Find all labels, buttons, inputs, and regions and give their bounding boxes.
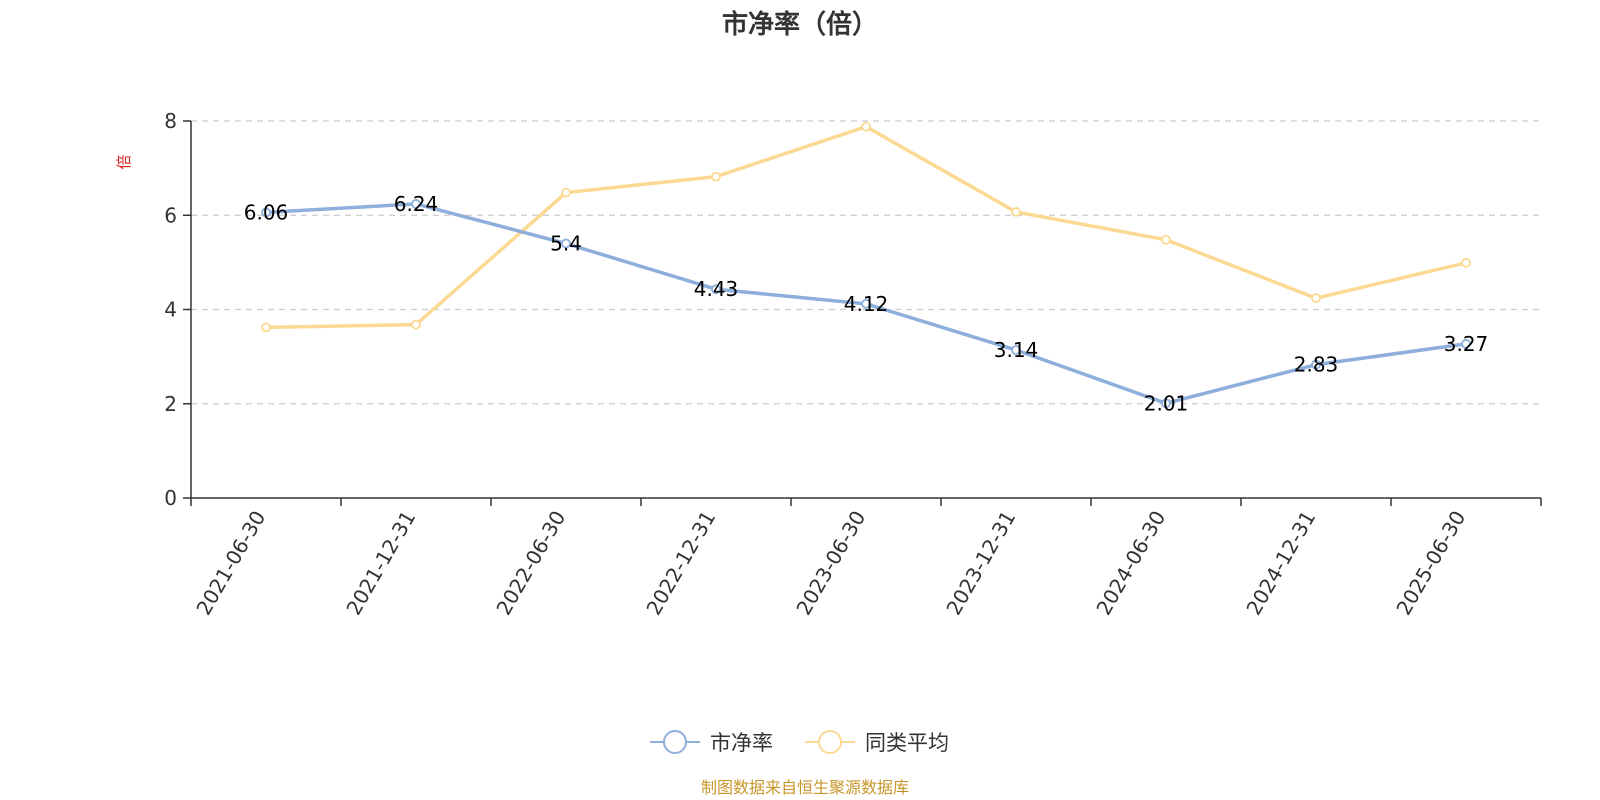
y-tick-label: 6: [164, 203, 177, 227]
legend-label: 市净率: [710, 731, 773, 755]
legend-swatch-marker: [818, 730, 842, 754]
x-tick-label: 2024-06-30: [1091, 507, 1170, 620]
data-label: 3.14: [994, 338, 1039, 362]
legend-swatch-marker: [663, 730, 687, 754]
data-point-series-2[interactable]: [1311, 293, 1321, 304]
legend-label: 同类平均: [865, 731, 949, 755]
data-point-series-1[interactable]: [261, 207, 271, 218]
data-label: 4.43: [694, 277, 739, 301]
data-label: 5.4: [550, 232, 582, 256]
data-point-series-1[interactable]: [561, 238, 571, 249]
data-point-series-1[interactable]: [861, 298, 871, 309]
x-tick-label: 2021-12-31: [341, 507, 420, 620]
data-label: 3.27: [1444, 332, 1489, 356]
series-layer: [261, 121, 1471, 409]
data-point-series-2[interactable]: [861, 121, 871, 132]
data-label: 6.06: [244, 200, 289, 224]
data-point-series-2[interactable]: [561, 187, 571, 198]
legend-item-1[interactable]: 市净率: [650, 730, 773, 755]
data-point-series-1[interactable]: [1161, 398, 1171, 409]
x-tick-label: 2024-12-31: [1241, 507, 1320, 620]
y-tick-label: 8: [164, 109, 177, 133]
data-point-series-1[interactable]: [1011, 345, 1021, 355]
x-tick-label: 2023-06-30: [791, 507, 870, 620]
data-point-series-2[interactable]: [1011, 207, 1021, 217]
data-label: 2.01: [1144, 391, 1189, 415]
legend[interactable]: 市净率 同类平均: [650, 730, 949, 755]
data-point-series-1[interactable]: [1311, 359, 1321, 370]
x-tick-label: 2022-06-30: [491, 507, 570, 620]
x-tick-label: 2023-12-31: [941, 507, 1020, 620]
x-tick-label: 2025-06-30: [1391, 507, 1470, 620]
source-note: 制图数据来自恒生聚源数据库: [701, 778, 909, 797]
data-label: 2.83: [1294, 353, 1339, 377]
legend-item-2[interactable]: 同类平均: [805, 730, 949, 755]
x-tick-label: 2021-06-30: [191, 507, 270, 620]
data-point-series-2[interactable]: [1461, 257, 1471, 268]
y-tick-label: 4: [164, 298, 177, 322]
grid-layer: [191, 120, 1541, 405]
data-point-series-2[interactable]: [711, 171, 721, 182]
data-point-series-1[interactable]: [711, 284, 721, 295]
data-point-series-2[interactable]: [1161, 234, 1171, 245]
y-tick-label: 0: [164, 486, 177, 510]
data-point-series-1[interactable]: [411, 199, 421, 209]
data-label: 6.24: [394, 192, 439, 216]
data-point-series-1[interactable]: [1461, 339, 1471, 349]
y-tick-label: 2: [164, 392, 177, 416]
data-point-series-2[interactable]: [261, 322, 271, 333]
data-label-layer: 6.06 6.24 5.4 4.43 4.12 3.14 2.01 2.83 3.27: [244, 192, 1489, 415]
chart-title: 市净率（倍）: [721, 10, 878, 40]
data-point-series-2[interactable]: [411, 319, 421, 330]
y-axis-label: 倍: [115, 154, 133, 169]
data-label: 4.12: [844, 292, 889, 316]
x-tick-label: 2022-12-31: [641, 507, 720, 620]
